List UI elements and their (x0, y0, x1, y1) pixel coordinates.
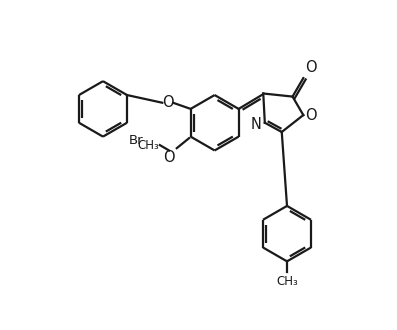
Text: O: O (306, 108, 317, 123)
Text: O: O (306, 60, 317, 75)
Text: O: O (164, 150, 175, 165)
Text: Br: Br (129, 134, 143, 147)
Text: CH₃: CH₃ (276, 275, 298, 288)
Text: N: N (251, 117, 262, 132)
Text: CH₃: CH₃ (137, 139, 159, 151)
Text: O: O (162, 95, 173, 110)
